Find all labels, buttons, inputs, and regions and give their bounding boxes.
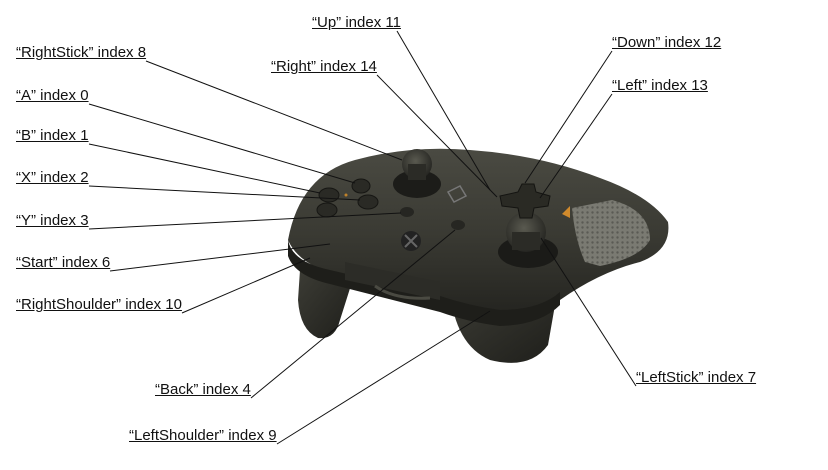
leader-line-left: [539, 93, 613, 199]
right-grip: [298, 270, 352, 339]
label-y: “Y” index 3: [16, 212, 89, 229]
label-leftstick: “LeftStick” index 7: [636, 369, 757, 386]
leader-line-right: [376, 74, 498, 198]
label-rightshoulder: “RightShoulder” index 10: [16, 296, 182, 313]
label-b: “B” index 1: [16, 127, 89, 144]
leader-line-x: [88, 185, 361, 201]
leader-line-a: [88, 103, 356, 184]
button-start: [400, 207, 414, 217]
label-x: “X” index 2: [16, 169, 89, 186]
leader-line-leftstick: [540, 237, 637, 387]
label-up: “Up” index 11: [312, 14, 401, 31]
button-x: [357, 194, 379, 210]
leader-line-back: [250, 229, 456, 399]
label-start: “Start” index 6: [16, 254, 111, 271]
leader-line-start: [109, 243, 331, 272]
leader-line-down: [524, 50, 613, 184]
label-a: “A” index 0: [16, 87, 89, 104]
leader-line-rightshoulder: [181, 257, 311, 314]
d-pad: [499, 183, 551, 219]
label-back: “Back” index 4: [155, 381, 251, 398]
label-leftshoulder: “LeftShoulder” index 9: [129, 427, 277, 444]
leader-line-up: [396, 30, 491, 191]
label-down: “Down” index 12: [612, 34, 722, 51]
leader-line-leftshoulder: [276, 310, 491, 445]
button-back: [451, 220, 465, 230]
leader-line-rightstick: [145, 60, 403, 161]
bumper-band: [288, 240, 560, 326]
label-left: “Left” index 13: [612, 77, 708, 94]
leader-line-y: [88, 212, 402, 230]
button-a: [351, 178, 371, 194]
label-right: “Right” index 14: [271, 58, 377, 75]
leader-line-b: [88, 143, 321, 194]
grip-texture: [572, 200, 650, 266]
label-rightstick: “RightStick” index 8: [16, 44, 147, 61]
